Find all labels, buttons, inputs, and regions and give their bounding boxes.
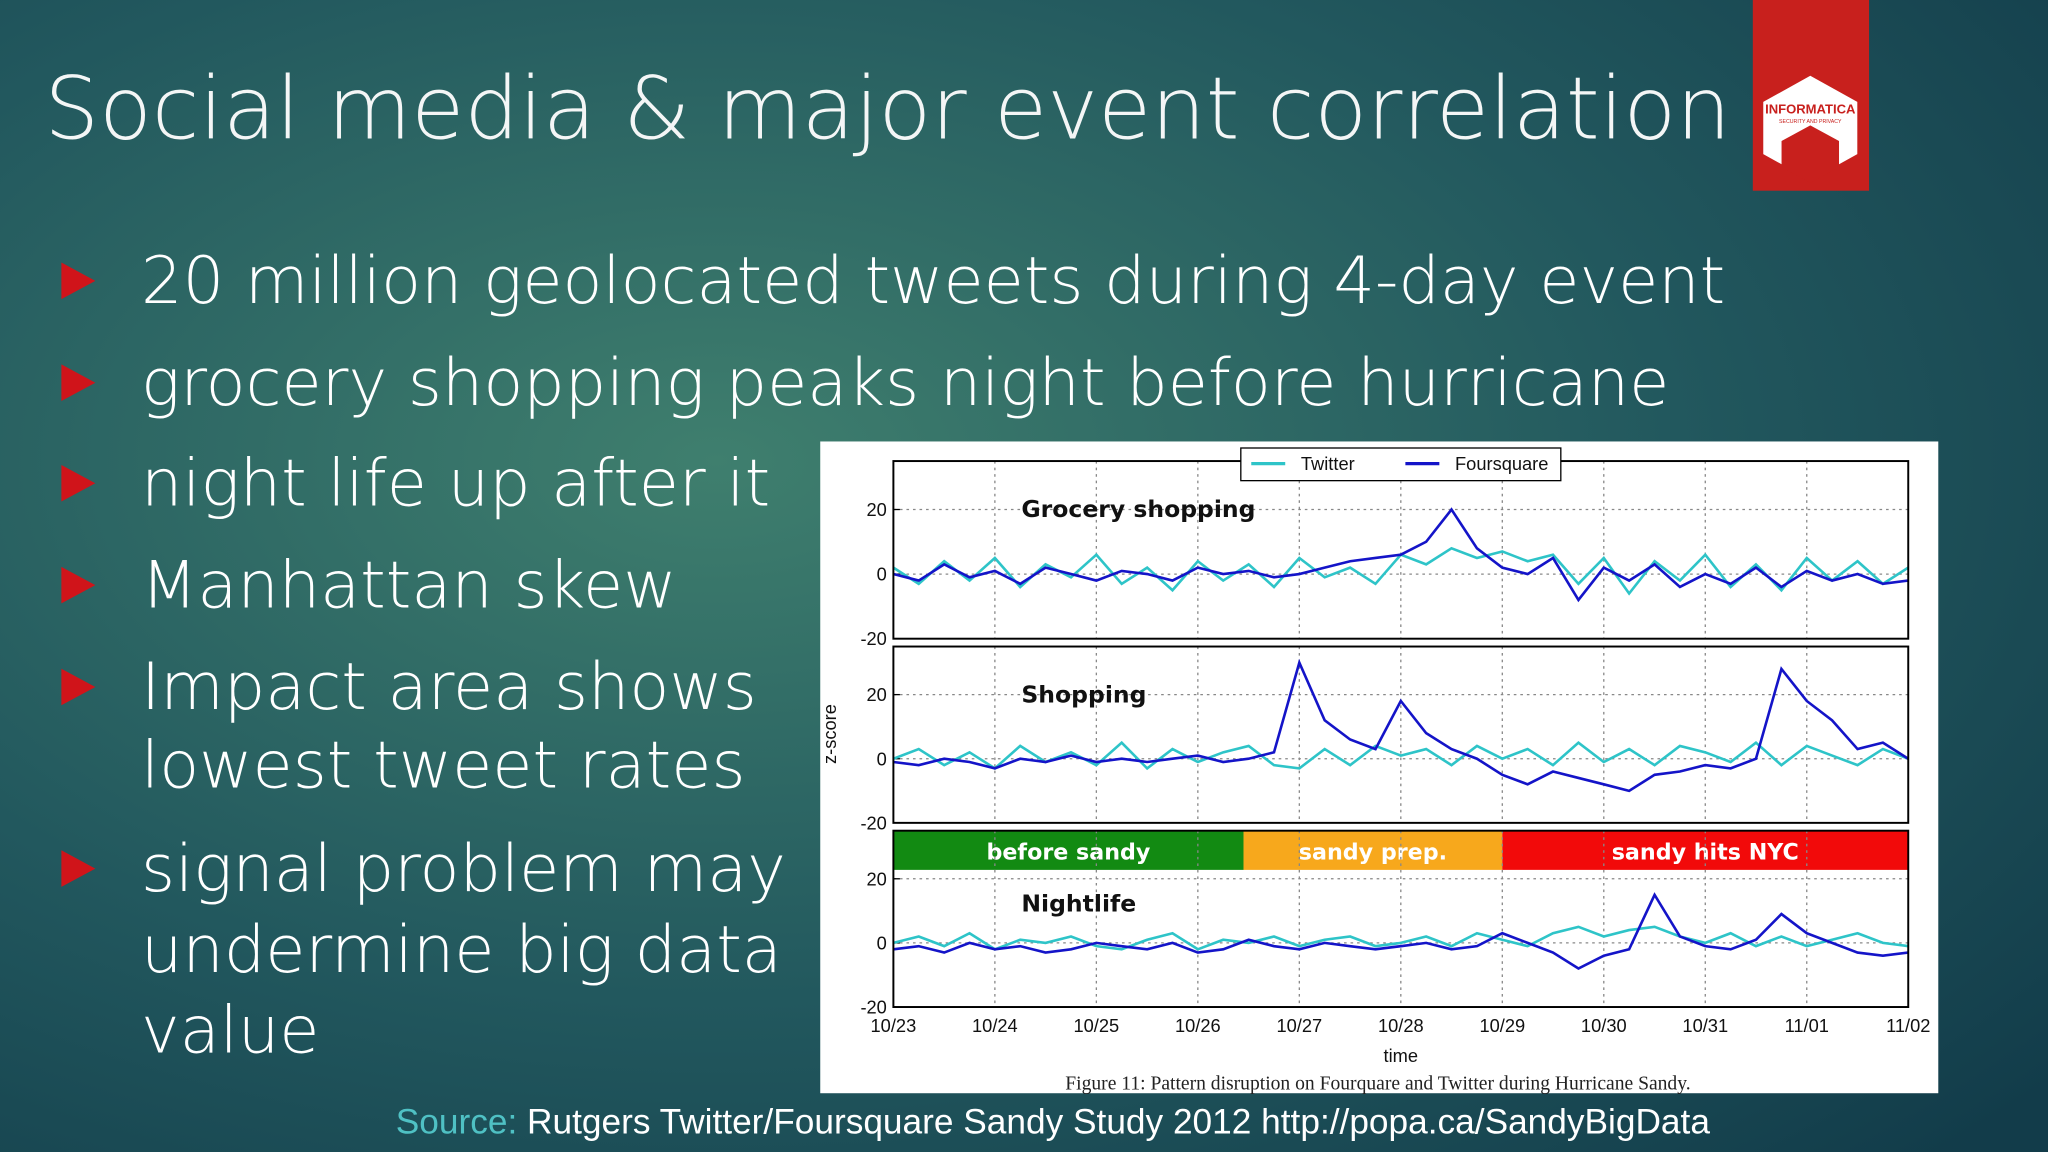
bullet-text: undermine big data bbox=[141, 912, 782, 988]
series-line bbox=[893, 658, 1909, 793]
y-tick-label: -20 bbox=[860, 628, 886, 649]
y-tick-label: 20 bbox=[867, 499, 887, 520]
bullet-marker bbox=[61, 464, 96, 502]
y-tick-label: 0 bbox=[877, 564, 887, 585]
y-tick-label: -20 bbox=[860, 997, 886, 1018]
series-line bbox=[893, 740, 1909, 771]
y-tick-label: -20 bbox=[860, 812, 886, 833]
figure: -20 0 20 Grocery shopping -20 0 20 Shopping befo… bbox=[819, 447, 1930, 1094]
logo-subtext: SECURITY AND PRIVACY bbox=[1779, 119, 1842, 125]
slide-title: Social media & major event correlation bbox=[44, 59, 1731, 159]
x-tick-label: 10/26 bbox=[1175, 1015, 1221, 1036]
source-text: Rutgers Twitter/Foursquare Sandy Study 2… bbox=[527, 1103, 1710, 1142]
x-tick-label: 11/01 bbox=[1785, 1015, 1829, 1036]
logo-text: INFORMATICA bbox=[1765, 102, 1856, 117]
x-tick-label: 10/30 bbox=[1581, 1015, 1627, 1036]
bullet-marker bbox=[61, 850, 96, 887]
bullet-marker bbox=[61, 566, 96, 604]
bullet-text: value bbox=[141, 993, 319, 1069]
x-tick-label: 10/29 bbox=[1479, 1015, 1525, 1036]
series-line bbox=[893, 507, 1909, 603]
x-tick-label: 10/31 bbox=[1682, 1015, 1728, 1036]
legend-label: Twitter bbox=[1301, 453, 1355, 474]
bullet-marker bbox=[61, 364, 96, 401]
x-tick-label: 10/27 bbox=[1276, 1015, 1322, 1036]
source: Source: Rutgers Twitter/Foursquare Sandy… bbox=[396, 1103, 1711, 1142]
x-tick-label: 10/23 bbox=[871, 1015, 917, 1036]
period-band bbox=[1243, 830, 1503, 870]
panel-title: Nightlife bbox=[1021, 890, 1136, 918]
x-axis-label: time bbox=[1384, 1045, 1419, 1066]
bullet-text: night life up after it bbox=[141, 445, 770, 521]
x-tick-label: 10/24 bbox=[972, 1015, 1018, 1036]
logo: INFORMATICA SECURITY AND PRIVACY bbox=[1752, 0, 1870, 191]
y-tick-label: 20 bbox=[867, 684, 887, 705]
bullet-text: 20 million geolocated tweets during 4-da… bbox=[141, 243, 1725, 319]
y-tick-label: 20 bbox=[867, 868, 887, 889]
y-axis-label: z-score bbox=[819, 704, 840, 764]
legend-box bbox=[1240, 447, 1562, 482]
x-tick-label: 10/28 bbox=[1378, 1015, 1424, 1036]
figure-caption: Figure 11: Pattern disruption on Fourqua… bbox=[1065, 1073, 1690, 1094]
panel-title: Grocery shopping bbox=[1021, 495, 1255, 523]
series-line bbox=[893, 925, 1909, 951]
source-label: Source: bbox=[396, 1103, 517, 1142]
figure-background bbox=[820, 441, 1939, 1094]
y-tick-label: 0 bbox=[877, 932, 887, 953]
legend-label: Foursquare bbox=[1455, 453, 1548, 474]
period-label: before sandy bbox=[987, 839, 1151, 865]
bullet-text: lowest tweet rates bbox=[141, 728, 745, 804]
period-band bbox=[893, 830, 1244, 870]
y-tick-label: 0 bbox=[877, 748, 887, 769]
bullet-text: signal problem may bbox=[141, 831, 786, 907]
panel-title: Shopping bbox=[1021, 681, 1146, 709]
bullet-marker bbox=[61, 262, 96, 300]
bullet-list: 20 million geolocated tweets during 4-da… bbox=[61, 243, 1725, 1069]
bullet-text: Impact area shows bbox=[141, 649, 757, 725]
plot-frame bbox=[892, 829, 1910, 1008]
x-tick-label: 10/25 bbox=[1073, 1015, 1119, 1036]
bullet-text: Manhattan skew bbox=[141, 547, 677, 623]
x-tick-label: 11/02 bbox=[1886, 1015, 1930, 1036]
series-line bbox=[893, 892, 1909, 970]
bullet-marker bbox=[61, 668, 96, 706]
bullet-text: grocery shopping peaks night before hurr… bbox=[141, 345, 1669, 421]
logo-cube bbox=[1781, 125, 1840, 183]
period-label: sandy prep. bbox=[1299, 839, 1447, 865]
plot-frame bbox=[892, 645, 1910, 824]
